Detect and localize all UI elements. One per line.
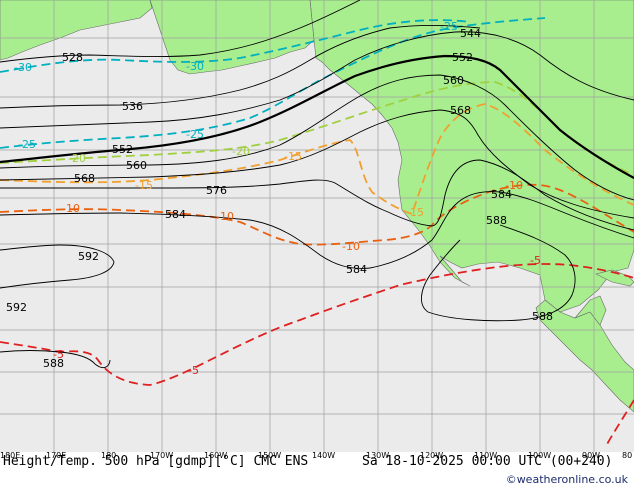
temp-label: -10 (62, 202, 80, 215)
height-contours (0, 0, 634, 369)
height-contour-568 (0, 109, 634, 219)
temperature-contours (0, 17, 634, 447)
lon-label: 130W (366, 451, 389, 460)
lon-label: 180 (101, 451, 116, 460)
height-label: 552 (452, 51, 473, 64)
height-label: 576 (206, 184, 227, 197)
height-label: 584 (491, 188, 512, 201)
height-contour-552 (0, 54, 634, 179)
height-label: 560 (443, 74, 464, 87)
lon-label: 170W (150, 451, 173, 460)
land-masses (0, 0, 634, 413)
temp-label: -5 (530, 254, 541, 267)
temp-label: -10 (505, 179, 523, 192)
height-label: 584 (165, 208, 186, 221)
lon-label: 170E (46, 451, 66, 460)
lon-label: 120W (420, 451, 443, 460)
lon-label: 140W (312, 451, 335, 460)
temp-labels: -25 -25 -30 -30 -25 -20 -20 -15 -15 -15 … (14, 20, 541, 377)
temp-contour-m10 (0, 183, 634, 246)
temp-contour-m5 (0, 263, 634, 386)
lon-label: 100W (528, 451, 551, 460)
height-label: 560 (126, 159, 147, 172)
temp-label: -25 (18, 138, 36, 151)
height-contour-592 (0, 244, 115, 289)
height-label: 552 (112, 143, 133, 156)
height-contour-536 (0, 24, 481, 109)
temp-label: -20 (232, 145, 250, 158)
temp-label: -30 (14, 61, 32, 74)
land-alaska (0, 0, 153, 61)
temp-contour-m15 (0, 103, 634, 216)
temp-contour-m20 (0, 81, 634, 176)
land-cuba (595, 269, 634, 287)
temp-label: -20 (68, 152, 86, 165)
height-label: 584 (346, 263, 367, 276)
temp-label: -25 (440, 20, 458, 33)
temp-label: -25 (186, 128, 204, 141)
height-label: 588 (43, 357, 64, 370)
lon-label: 80 (622, 451, 632, 460)
temp-label: -15 (406, 206, 424, 219)
height-label: 592 (6, 301, 27, 314)
temp-label: -15 (135, 179, 153, 192)
temp-label: -10 (342, 240, 360, 253)
height-contour-528 (0, 0, 361, 63)
map-title: Height/Temp. 500 hPa [gdmp][°C] CMC ENS (3, 454, 309, 469)
lon-label: 110W (474, 451, 497, 460)
height-label: 528 (62, 51, 83, 64)
height-contour-588-east (421, 224, 576, 322)
longitude-labels: 180E 170E 180 170W 160W 150W 140W 130W 1… (0, 451, 632, 460)
land-yucatan (574, 295, 607, 326)
height-label: 588 (486, 214, 507, 227)
credit-link[interactable]: ©weatheronline.co.uk (505, 473, 628, 486)
height-contour-544 (0, 31, 634, 129)
height-contour-588 (0, 350, 111, 369)
height-contour-576 (0, 159, 634, 231)
temp-label: -10 (216, 210, 234, 223)
height-label: 536 (122, 100, 143, 113)
lon-label: 90W (582, 451, 600, 460)
height-contour-560 (0, 74, 634, 201)
lon-label: 160W (204, 451, 227, 460)
temp-label: -5 (53, 348, 64, 361)
height-label: 592 (78, 250, 99, 263)
height-label: 568 (74, 172, 95, 185)
temp-contour-m5-east (605, 399, 634, 447)
temp-contour-m30 (0, 19, 471, 73)
temp-label: -30 (186, 60, 204, 73)
height-label: 568 (450, 104, 471, 117)
lon-label: 150W (258, 451, 281, 460)
temp-label: -15 (284, 150, 302, 163)
height-labels: 528 536 544 552 552 560 560 568 568 576 … (6, 27, 553, 370)
temp-label: -5 (188, 364, 199, 377)
height-label: 588 (532, 310, 553, 323)
height-contour-584 (0, 191, 634, 269)
map-valid-time: Sa 18-10-2025 00:00 UTC (00+240) (362, 454, 613, 469)
lon-label: 180E (0, 451, 20, 460)
height-label: 544 (460, 27, 481, 40)
